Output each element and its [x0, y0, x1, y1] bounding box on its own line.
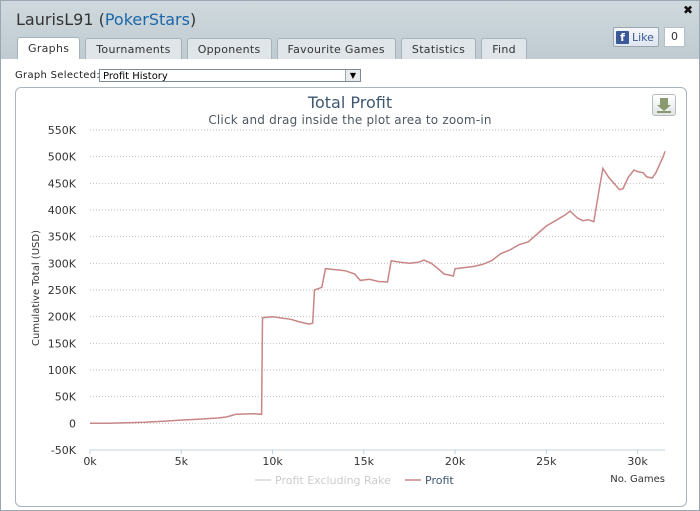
x-tick-label: 25k — [536, 455, 557, 468]
graph-select[interactable]: Profit History ▼ — [99, 69, 361, 82]
facebook-like-button[interactable]: f Like — [613, 27, 659, 47]
y-tick-label: 350K — [48, 231, 77, 244]
close-icon[interactable]: ✖ — [682, 3, 693, 17]
chart-subtitle: Click and drag inside the plot area to z… — [208, 113, 492, 127]
x-tick-label: 0k — [83, 455, 97, 468]
x-axis-label: No. Games — [610, 474, 665, 485]
window-title: LaurisL91 (PokerStars) — [16, 10, 197, 29]
legend-item: Profit Excluding Rake — [275, 474, 391, 487]
tab-bar: Graphs Tournaments Opponents Favourite G… — [17, 37, 532, 60]
tab-find[interactable]: Find — [481, 38, 527, 59]
chevron-down-icon[interactable]: ▼ — [345, 70, 360, 81]
x-tick-label: 15k — [354, 455, 375, 468]
graph-selected-label: Graph Selected: — [15, 70, 101, 81]
y-axis-label: Cumulative Total (USD) — [31, 230, 42, 346]
player-name: LaurisL91 — [16, 10, 94, 29]
tab-graphs[interactable]: Graphs — [17, 37, 81, 60]
x-tick-label: 5k — [175, 455, 189, 468]
like-count: 0 — [663, 27, 685, 47]
download-icon — [657, 98, 671, 113]
like-label: Like — [632, 30, 654, 44]
y-tick-label: 450K — [48, 177, 77, 190]
y-tick-label: 100K — [48, 364, 77, 377]
y-tick-label: 50K — [55, 391, 77, 404]
window-header: LaurisL91 (PokerStars) ✖ f Like 0 Graphs… — [1, 1, 699, 60]
y-tick-label: 150K — [48, 337, 77, 350]
y-tick-label: 550K — [48, 124, 77, 137]
y-tick-label: 400K — [48, 204, 77, 217]
profit-series-line — [90, 151, 666, 425]
facebook-like: f Like 0 — [613, 27, 685, 47]
tab-statistics[interactable]: Statistics — [400, 38, 477, 59]
x-tick-label: 10k — [262, 455, 283, 468]
facebook-icon: f — [616, 30, 629, 44]
y-tick-label: 200K — [48, 311, 77, 324]
site-link[interactable]: PokerStars — [104, 10, 190, 29]
legend-item: Profit — [425, 474, 454, 487]
y-tick-label: 0 — [69, 417, 76, 430]
tab-opponents[interactable]: Opponents — [186, 38, 272, 59]
y-tick-label: 300K — [48, 257, 77, 270]
y-tick-label: 500K — [48, 151, 77, 164]
download-button[interactable] — [652, 94, 676, 116]
chart-title: Total Profit — [307, 93, 393, 112]
x-tick-label: 20k — [445, 455, 466, 468]
tab-tournaments[interactable]: Tournaments — [85, 38, 182, 59]
tab-favourite-games[interactable]: Favourite Games — [276, 38, 396, 59]
y-tick-label: -50K — [51, 444, 77, 457]
graph-select-value: Profit History — [103, 71, 168, 82]
x-tick-label: 30k — [627, 455, 648, 468]
y-tick-label: 250K — [48, 284, 77, 297]
